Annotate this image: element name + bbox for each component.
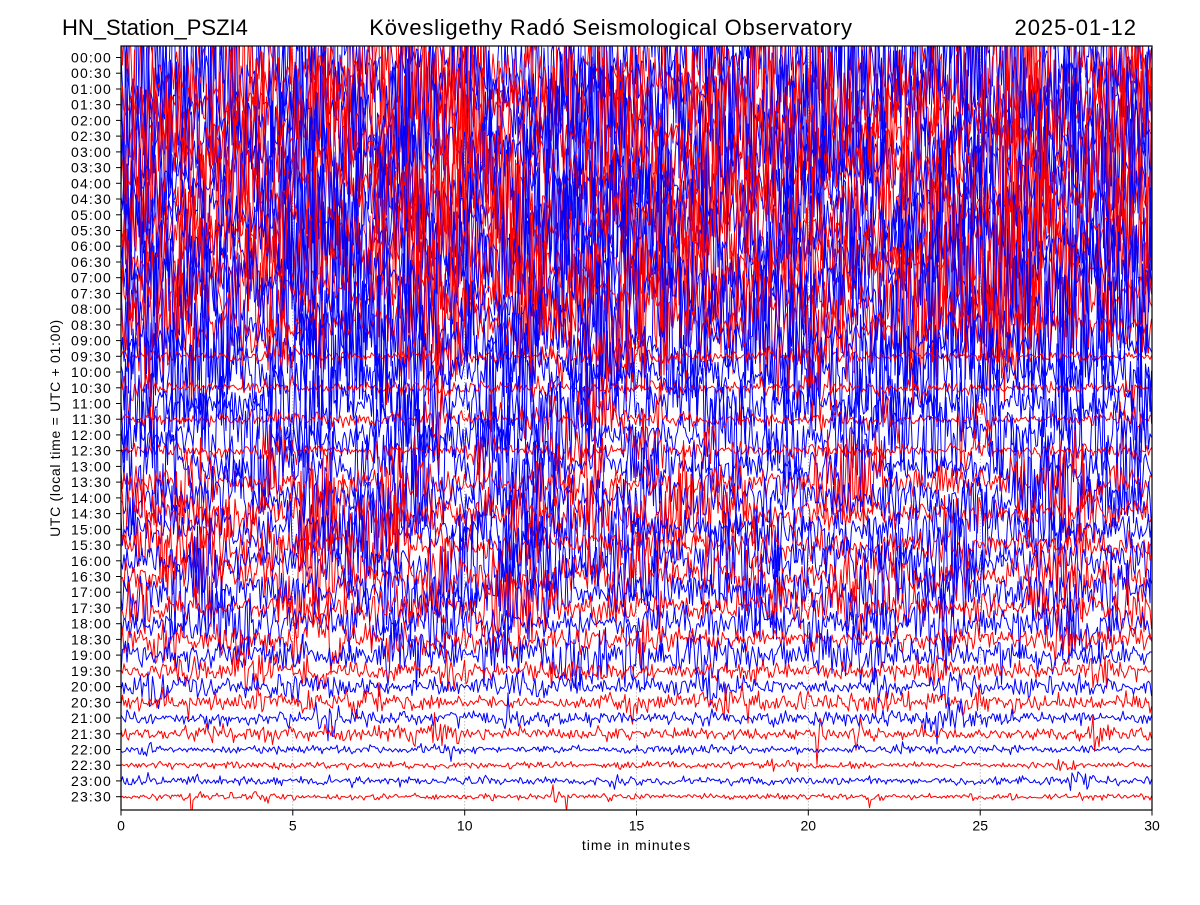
svg-text:16:30: 16:30: [71, 569, 112, 585]
svg-text:03:00: 03:00: [71, 144, 112, 160]
svg-text:21:30: 21:30: [71, 726, 112, 742]
svg-text:20:00: 20:00: [71, 679, 112, 695]
svg-text:25: 25: [972, 818, 988, 834]
svg-text:04:30: 04:30: [71, 191, 112, 207]
svg-text:13:00: 13:00: [71, 458, 112, 474]
svg-text:19:00: 19:00: [71, 647, 112, 663]
svg-text:Kövesligethy Radó Seismologica: Kövesligethy Radó Seismological Observat…: [369, 15, 852, 40]
svg-text:18:30: 18:30: [71, 631, 112, 647]
svg-text:07:00: 07:00: [71, 270, 112, 286]
svg-text:05:30: 05:30: [71, 223, 112, 239]
svg-text:14:30: 14:30: [71, 506, 112, 522]
svg-text:10: 10: [457, 818, 473, 834]
svg-text:18:00: 18:00: [71, 616, 112, 632]
svg-text:14:00: 14:00: [71, 490, 112, 506]
svg-text:10:00: 10:00: [71, 364, 112, 380]
svg-text:11:30: 11:30: [72, 411, 112, 427]
svg-text:5: 5: [289, 818, 297, 834]
svg-text:UTC (local time = UTC + 01:00): UTC (local time = UTC + 01:00): [47, 319, 63, 537]
svg-text:07:30: 07:30: [71, 285, 112, 301]
svg-text:02:00: 02:00: [71, 112, 112, 128]
svg-text:00:30: 00:30: [71, 65, 112, 81]
svg-text:09:30: 09:30: [71, 348, 112, 364]
svg-text:12:00: 12:00: [71, 427, 112, 443]
svg-text:17:00: 17:00: [71, 584, 112, 600]
svg-text:0: 0: [117, 818, 125, 834]
svg-text:22:00: 22:00: [71, 742, 112, 758]
svg-text:23:00: 23:00: [71, 773, 112, 789]
svg-text:HN_Station_PSZI4: HN_Station_PSZI4: [62, 15, 248, 40]
svg-text:10:30: 10:30: [71, 380, 112, 396]
svg-text:05:00: 05:00: [71, 207, 112, 223]
svg-text:12:30: 12:30: [71, 443, 112, 459]
svg-text:13:30: 13:30: [71, 474, 112, 490]
svg-text:time in minutes: time in minutes: [582, 837, 691, 853]
svg-text:06:00: 06:00: [71, 238, 112, 254]
svg-text:19:30: 19:30: [71, 663, 112, 679]
svg-text:15:00: 15:00: [71, 521, 112, 537]
svg-text:00:00: 00:00: [71, 50, 112, 66]
svg-text:17:30: 17:30: [71, 600, 112, 616]
svg-text:08:30: 08:30: [71, 317, 112, 333]
svg-text:08:00: 08:00: [71, 301, 112, 317]
svg-text:21:00: 21:00: [71, 710, 112, 726]
svg-text:20: 20: [801, 818, 817, 834]
svg-text:02:30: 02:30: [71, 128, 112, 144]
svg-text:2025-01-12: 2025-01-12: [1014, 15, 1137, 40]
svg-text:04:00: 04:00: [71, 175, 112, 191]
svg-text:15:30: 15:30: [71, 537, 112, 553]
svg-text:01:30: 01:30: [71, 97, 112, 113]
svg-text:30: 30: [1144, 818, 1160, 834]
svg-text:09:00: 09:00: [71, 333, 112, 349]
svg-text:20:30: 20:30: [71, 694, 112, 710]
svg-text:03:30: 03:30: [71, 160, 112, 176]
svg-text:22:30: 22:30: [71, 757, 112, 773]
svg-text:16:00: 16:00: [71, 553, 112, 569]
svg-text:15: 15: [629, 818, 645, 834]
svg-text:01:00: 01:00: [71, 81, 112, 97]
svg-text:11:00: 11:00: [72, 396, 112, 412]
svg-text:06:30: 06:30: [71, 254, 112, 270]
svg-text:23:30: 23:30: [71, 789, 112, 805]
